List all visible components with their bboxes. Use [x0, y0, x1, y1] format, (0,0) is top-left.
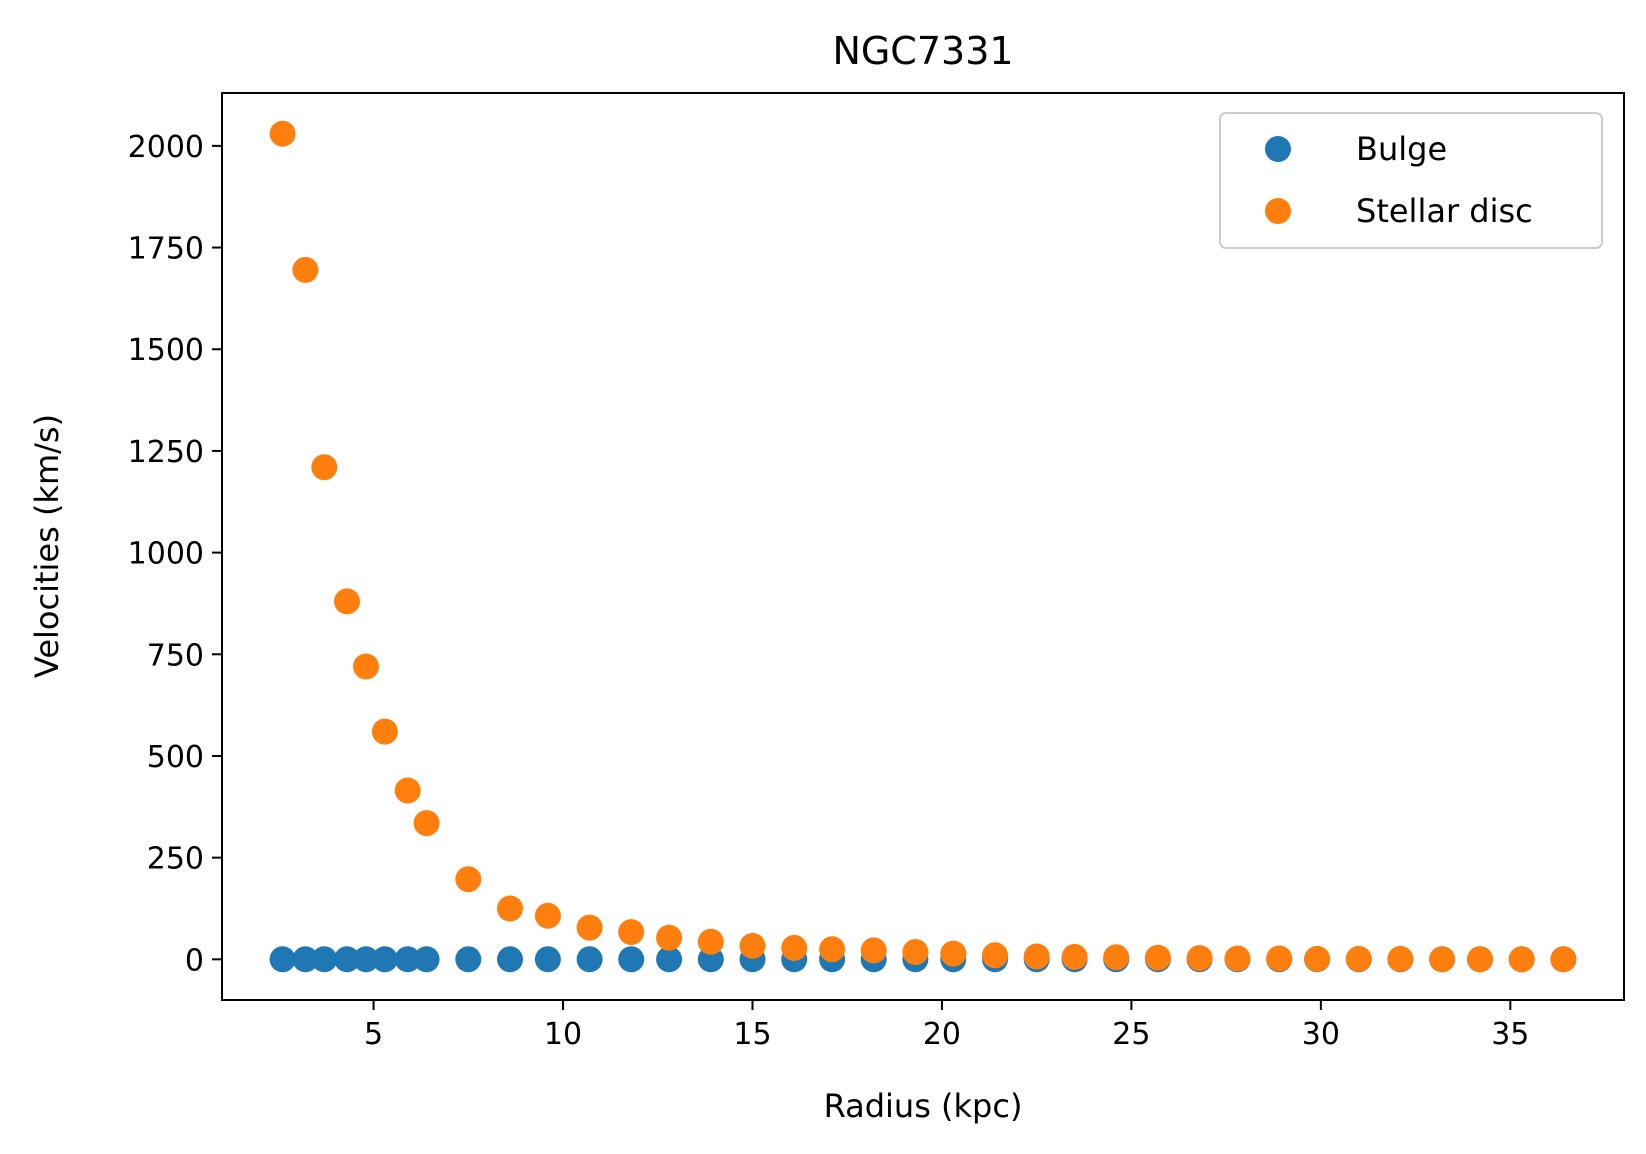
data-point	[1345, 945, 1372, 972]
data-point	[697, 928, 724, 955]
data-point	[413, 810, 440, 837]
data-point	[371, 718, 398, 745]
x-tick-label: 30	[1302, 1017, 1340, 1052]
y-tick-label: 1250	[128, 435, 204, 470]
legend-label-bulge: Bulge	[1356, 130, 1447, 168]
x-axis: 5 10 15 20 25 30 35	[364, 1000, 1529, 1052]
plot-area	[269, 120, 1577, 973]
data-point	[1186, 945, 1213, 972]
y-axis-title: Velocities (km/s)	[28, 414, 66, 678]
y-tick-label: 750	[147, 638, 204, 673]
data-point	[311, 946, 338, 973]
legend-marker-stellar-disc	[1265, 198, 1291, 224]
data-point	[334, 946, 360, 973]
y-axis: 0 250 500 750 1000 1250 1500 1750 2000	[128, 130, 222, 978]
x-tick-label: 25	[1112, 1017, 1150, 1052]
series-1	[269, 120, 1577, 973]
x-tick-label: 10	[544, 1017, 582, 1052]
y-tick-label: 250	[147, 842, 204, 877]
data-point	[455, 946, 482, 973]
data-point	[656, 924, 683, 951]
data-point	[1387, 945, 1414, 972]
data-point	[311, 454, 338, 481]
data-point	[292, 946, 319, 973]
data-point	[618, 919, 645, 946]
x-tick-label: 5	[364, 1017, 383, 1052]
data-point	[413, 946, 440, 973]
data-point	[656, 946, 683, 973]
y-tick-label: 2000	[128, 130, 204, 165]
x-axis-title: Radius (kpc)	[824, 1087, 1023, 1125]
data-point	[394, 777, 421, 804]
data-point	[497, 946, 523, 973]
data-point	[353, 653, 379, 680]
data-point	[497, 895, 523, 922]
data-point	[739, 932, 766, 959]
legend-marker-bulge	[1265, 136, 1291, 162]
data-point	[1224, 945, 1251, 972]
data-point	[269, 946, 296, 973]
data-point	[371, 946, 398, 973]
legend: Bulge Stellar disc	[1219, 112, 1603, 249]
data-point	[1304, 945, 1331, 972]
data-point	[982, 942, 1008, 969]
y-tick-label: 0	[185, 943, 204, 978]
y-tick-label: 1750	[128, 232, 204, 267]
x-tick-label: 35	[1491, 1017, 1529, 1052]
data-point	[576, 914, 603, 941]
data-point	[1550, 946, 1577, 973]
plot-frame	[221, 92, 1625, 1001]
x-tick-label: 15	[733, 1017, 771, 1052]
data-point	[1467, 946, 1493, 973]
data-point	[1508, 946, 1535, 973]
x-tick-label: 20	[923, 1017, 961, 1052]
data-point	[1429, 946, 1456, 973]
data-point	[1266, 945, 1293, 972]
data-point	[1061, 943, 1088, 970]
y-tick-label: 1500	[128, 333, 204, 368]
legend-label-stellar-disc: Stellar disc	[1356, 192, 1533, 230]
data-point	[860, 937, 887, 964]
data-point	[1144, 944, 1171, 971]
data-point	[1023, 943, 1050, 970]
data-point	[1103, 944, 1130, 971]
data-point	[394, 946, 421, 973]
data-point	[618, 946, 645, 973]
data-point	[269, 120, 296, 147]
data-point	[902, 939, 929, 965]
y-tick-label: 500	[147, 740, 204, 775]
data-point	[819, 936, 846, 963]
data-point	[534, 946, 561, 973]
chart-title: NGC7331	[832, 29, 1013, 73]
data-point	[940, 940, 967, 967]
data-point	[292, 256, 319, 283]
y-tick-label: 1000	[128, 537, 204, 572]
data-point	[455, 866, 482, 893]
legend-box	[1219, 112, 1603, 249]
data-point	[534, 902, 561, 929]
data-point	[576, 946, 603, 973]
data-point	[781, 934, 808, 961]
data-point	[334, 588, 360, 615]
data-point	[353, 946, 379, 973]
